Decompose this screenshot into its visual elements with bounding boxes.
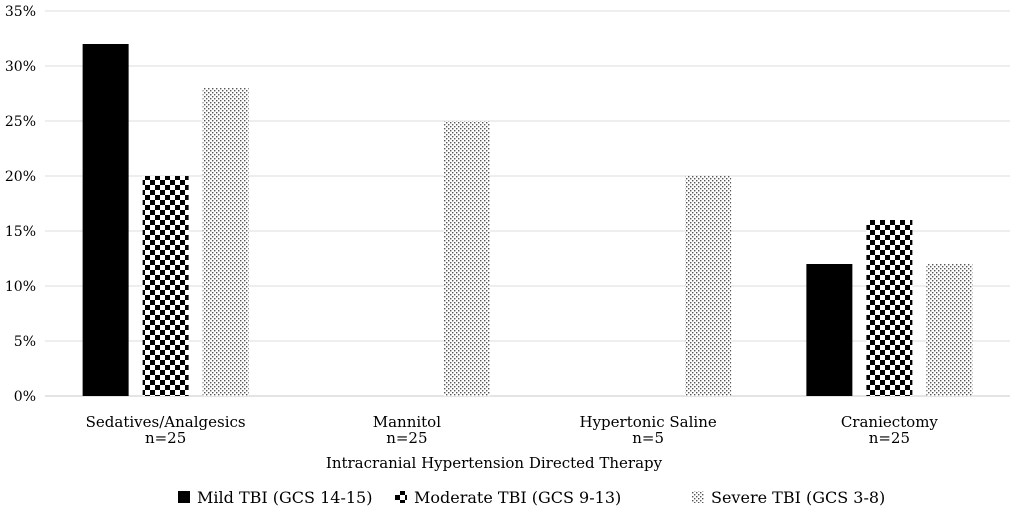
bar-checker xyxy=(142,176,189,396)
category-label: Hypertonic Saline xyxy=(580,413,717,431)
bar-dots xyxy=(202,88,249,396)
bar-dots xyxy=(926,264,973,396)
y-tick-label: 20% xyxy=(5,169,36,185)
category-n-label: n=25 xyxy=(386,429,427,447)
y-tick-label: 30% xyxy=(5,59,36,75)
legend: Mild TBI (GCS 14-15) Moderate TBI (GCS 9-… xyxy=(178,488,885,507)
gridlines xyxy=(45,10,1010,397)
bar-solid xyxy=(82,44,129,396)
bar-checker xyxy=(866,220,913,396)
legend-swatch-solid xyxy=(178,491,190,503)
category-n-label: n=25 xyxy=(869,429,910,447)
legend-swatch-checker xyxy=(395,491,407,503)
bar-solid xyxy=(806,264,853,396)
y-tick-label: 10% xyxy=(5,279,36,295)
x-axis-categories: Sedatives/Analgesicsn=25Mannitoln=25Hype… xyxy=(86,413,939,447)
y-tick-label: 25% xyxy=(5,114,36,130)
legend-label: Mild TBI (GCS 14-15) xyxy=(197,488,372,507)
category-n-label: n=25 xyxy=(145,429,186,447)
category-label: Sedatives/Analgesics xyxy=(86,413,246,431)
legend-swatch-dots xyxy=(692,491,704,503)
bar-dots xyxy=(685,176,732,396)
y-tick-label: 35% xyxy=(5,4,36,20)
bars xyxy=(82,44,973,396)
y-tick-label: 0% xyxy=(14,389,36,405)
category-label: Craniectomy xyxy=(841,413,939,431)
category-n-label: n=5 xyxy=(632,429,664,447)
category-label: Mannitol xyxy=(373,413,441,431)
y-tick-label: 15% xyxy=(5,224,36,240)
legend-label: Moderate TBI (GCS 9-13) xyxy=(414,488,621,507)
y-tick-label: 5% xyxy=(14,334,36,350)
y-axis-ticks: 0% 5% 10% 15% 20% 25% 30% 35% xyxy=(5,4,36,405)
legend-label: Severe TBI (GCS 3-8) xyxy=(711,488,885,507)
x-axis-title: Intracranial Hypertension Directed Thera… xyxy=(326,454,663,472)
bar-dots xyxy=(443,121,490,396)
